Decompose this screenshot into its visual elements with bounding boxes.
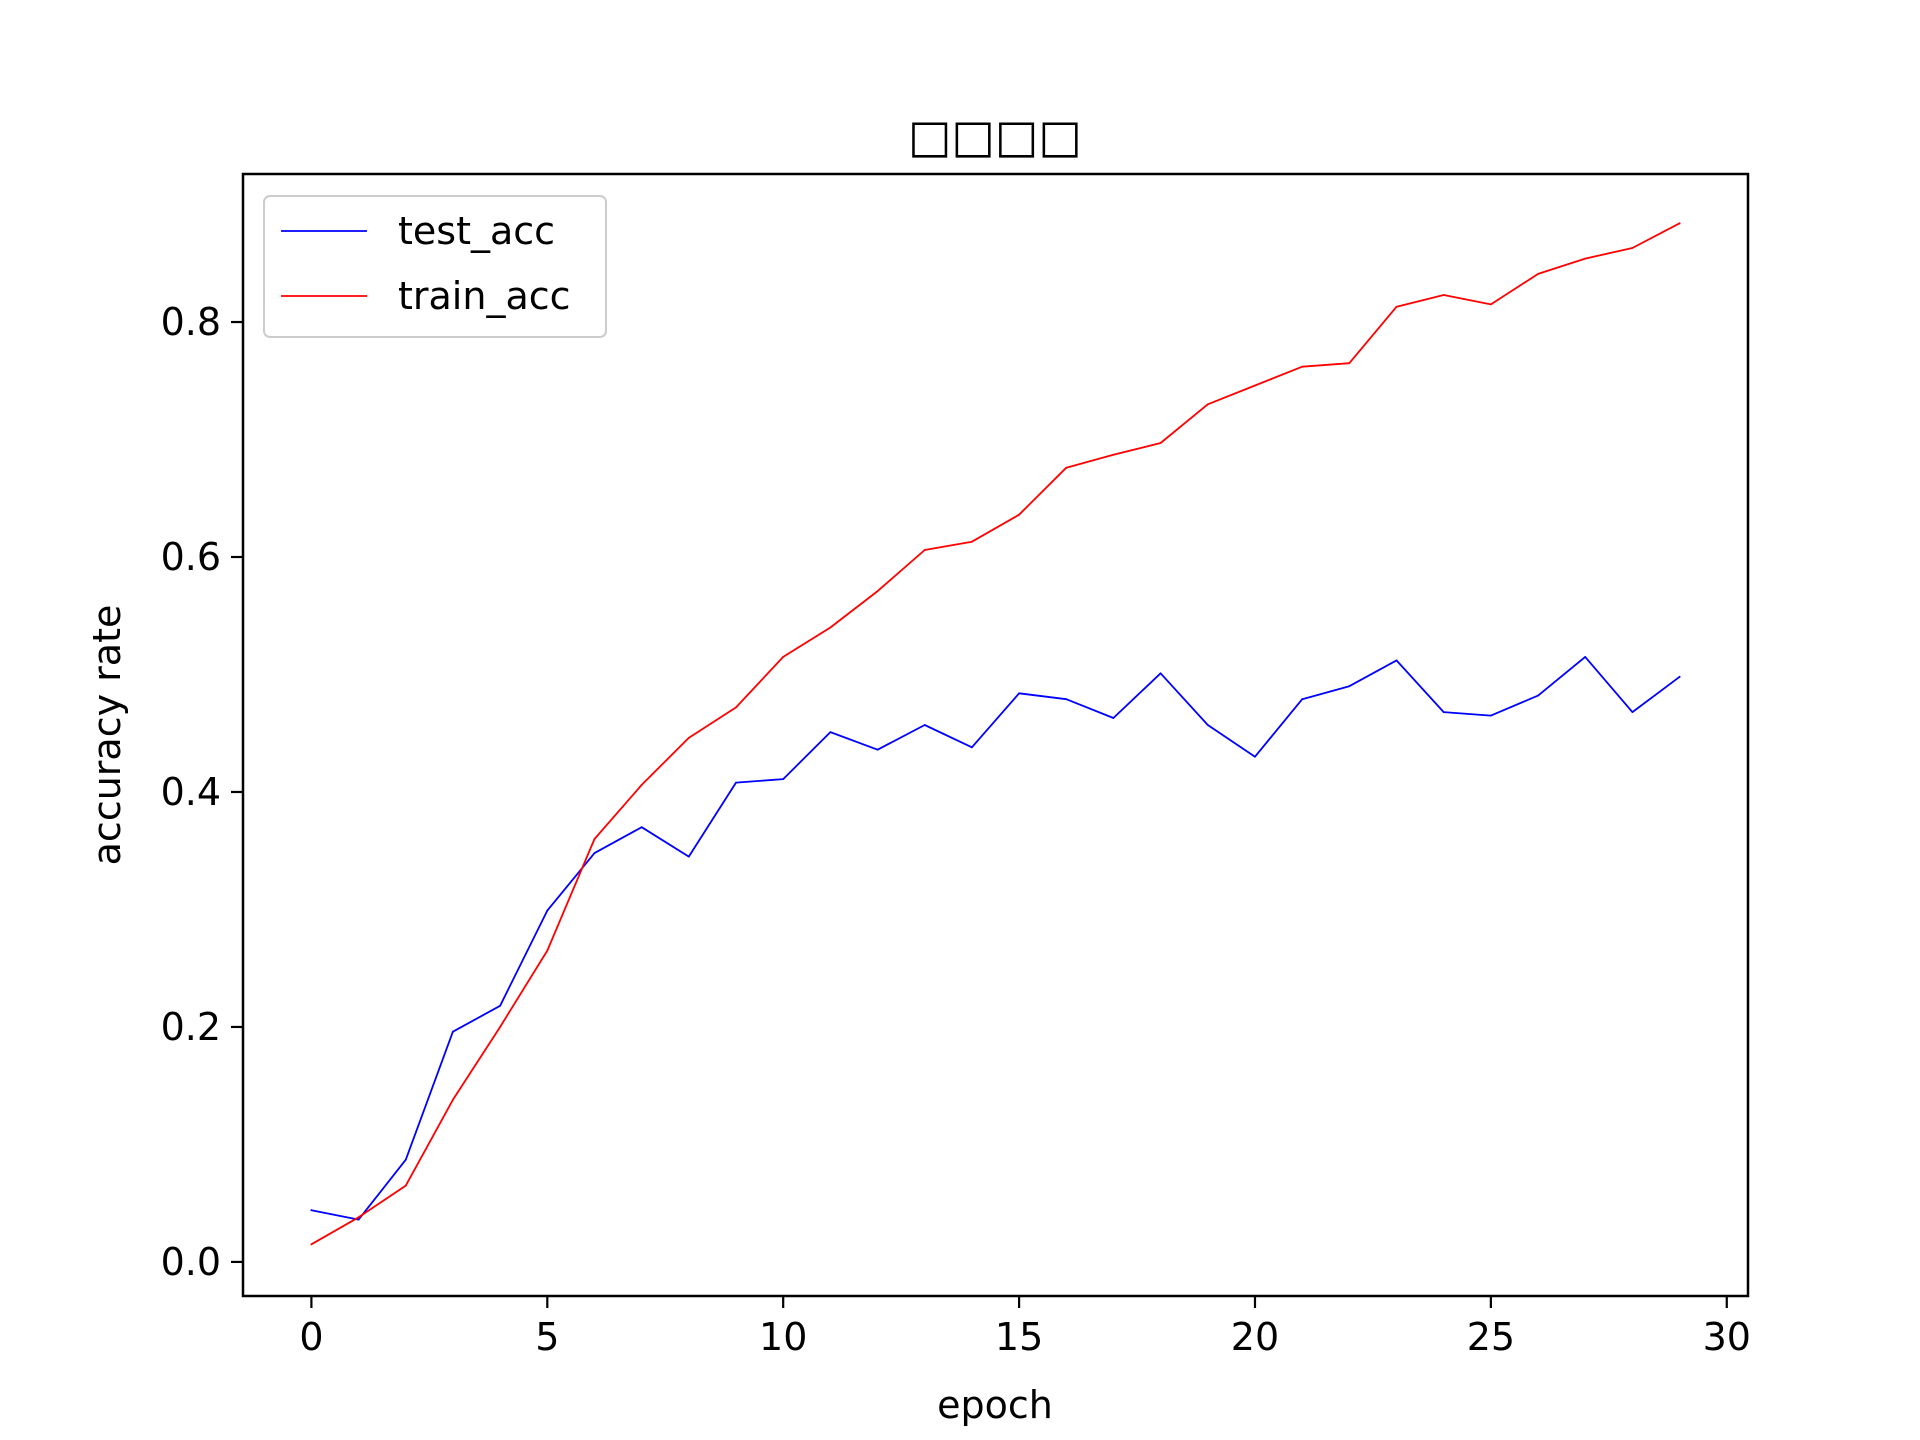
data-point-train-acc xyxy=(1631,247,1634,249)
legend-label-train-acc: train_acc xyxy=(398,274,571,318)
data-point-train-acc xyxy=(310,1243,313,1246)
x-tick-label: 0 xyxy=(299,1315,323,1359)
data-point-test-acc xyxy=(357,1218,360,1221)
data-point-test-acc xyxy=(1537,694,1539,697)
data-point-test-acc xyxy=(1490,714,1492,717)
data-point-train-acc xyxy=(687,737,690,739)
data-point-test-acc xyxy=(1348,685,1351,688)
y-axis-label: accuracy rate xyxy=(85,605,129,866)
data-point-train-acc xyxy=(829,626,832,629)
data-point-test-acc xyxy=(971,746,973,749)
data-point-test-acc xyxy=(782,778,785,780)
data-point-test-acc xyxy=(310,1209,313,1212)
data-point-test-acc xyxy=(1018,692,1020,695)
data-point-train-acc xyxy=(546,949,549,952)
data-point-test-acc xyxy=(404,1158,407,1161)
chart-title: □□□□ xyxy=(908,109,1082,163)
data-point-train-acc xyxy=(1442,294,1445,296)
data-point-test-acc xyxy=(1584,656,1587,658)
data-point-train-acc xyxy=(1537,273,1539,275)
data-point-train-acc xyxy=(1395,305,1398,308)
data-point-test-acc xyxy=(1678,675,1681,678)
data-point-test-acc xyxy=(499,1004,501,1007)
legend-label-test-acc: test_acc xyxy=(398,209,555,253)
x-tick-label: 25 xyxy=(1467,1315,1515,1359)
data-point-train-acc xyxy=(357,1216,360,1219)
data-point-train-acc xyxy=(735,706,737,709)
data-point-train-acc xyxy=(1348,362,1351,365)
x-tick-label: 15 xyxy=(995,1315,1043,1359)
data-point-train-acc xyxy=(1254,384,1256,387)
data-point-test-acc xyxy=(1159,672,1162,675)
y-tick-label: 0.6 xyxy=(161,535,221,579)
data-point-test-acc xyxy=(876,748,879,751)
data-point-test-acc xyxy=(1301,698,1304,701)
data-point-train-acc xyxy=(593,838,596,840)
data-point-train-acc xyxy=(971,540,973,543)
data-point-train-acc xyxy=(499,1026,501,1028)
data-point-train-acc xyxy=(1159,442,1162,444)
data-point-test-acc xyxy=(593,852,596,854)
series-line-test-acc xyxy=(310,656,1681,1221)
x-tick-label: 5 xyxy=(535,1315,559,1359)
data-point-test-acc xyxy=(452,1030,454,1033)
data-point-train-acc xyxy=(923,549,926,551)
data-point-train-acc xyxy=(1490,303,1492,306)
data-point-test-acc xyxy=(1395,659,1398,662)
legend: test_acc train_acc xyxy=(263,195,607,338)
data-point-test-acc xyxy=(640,826,643,829)
data-point-train-acc xyxy=(876,590,879,592)
data-point-train-acc xyxy=(1678,222,1681,225)
data-point-train-acc xyxy=(640,784,643,786)
x-tick-label: 10 xyxy=(759,1315,807,1359)
y-axis-ticks: 0.0 0.2 0.4 0.6 0.8 xyxy=(161,300,243,1284)
data-point-train-acc xyxy=(404,1184,407,1187)
data-point-test-acc xyxy=(1254,755,1256,758)
data-point-train-acc xyxy=(1112,453,1115,456)
data-point-train-acc xyxy=(1018,513,1020,516)
data-point-test-acc xyxy=(1206,724,1209,726)
x-tick-label: 20 xyxy=(1231,1315,1279,1359)
data-point-test-acc xyxy=(735,781,737,784)
data-point-test-acc xyxy=(687,855,690,858)
y-tick-label: 0.4 xyxy=(161,770,221,814)
data-point-test-acc xyxy=(1442,711,1445,713)
plot-frame xyxy=(241,172,1750,1298)
plot-lines xyxy=(310,222,1681,1246)
x-axis-ticks: 0 5 10 15 20 25 30 xyxy=(299,1296,1751,1359)
data-point-train-acc xyxy=(1301,365,1304,368)
data-point-test-acc xyxy=(829,731,832,733)
y-tick-label: 0.2 xyxy=(161,1005,221,1049)
data-point-test-acc xyxy=(923,724,926,726)
data-point-train-acc xyxy=(1584,257,1587,260)
data-point-test-acc xyxy=(1112,717,1115,719)
data-point-train-acc xyxy=(452,1098,454,1101)
y-tick-label: 0.8 xyxy=(161,300,221,344)
data-point-train-acc xyxy=(782,656,785,658)
series-line-train-acc xyxy=(310,222,1681,1246)
data-point-train-acc xyxy=(1065,466,1068,469)
data-point-test-acc xyxy=(1065,698,1068,701)
data-point-train-acc xyxy=(1206,403,1209,406)
data-point-test-acc xyxy=(1631,711,1634,713)
x-tick-label: 30 xyxy=(1703,1315,1751,1359)
y-tick-label: 0.0 xyxy=(161,1240,221,1284)
data-point-test-acc xyxy=(546,909,549,912)
x-axis-label: epoch xyxy=(937,1383,1053,1427)
